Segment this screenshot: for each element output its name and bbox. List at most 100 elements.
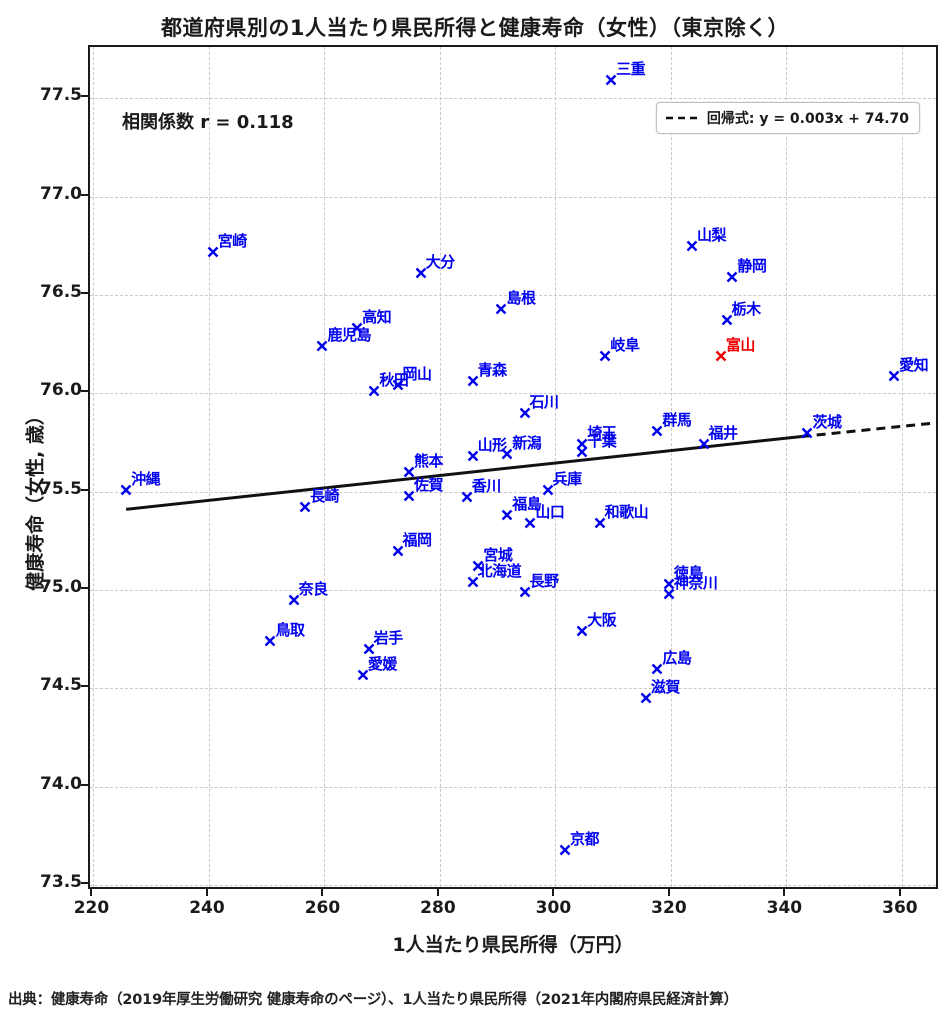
point-label-香川: 香川: [471, 477, 502, 496]
y-tick-label-77.5: 77.5: [40, 85, 82, 106]
data-point-愛知[interactable]: [888, 369, 901, 382]
x-tick-mark-240: [205, 889, 208, 896]
data-point-山梨[interactable]: [686, 239, 699, 252]
data-point-佐賀[interactable]: [403, 489, 416, 502]
y-tick-label-77: 77.0: [40, 183, 82, 204]
y-tick-label-76.5: 76.5: [40, 281, 82, 302]
gridline-x-220: [93, 47, 95, 887]
data-point-沖縄[interactable]: [120, 483, 133, 496]
correlation-annotation: 相関係数 r = 0.118: [122, 112, 294, 133]
point-label-鳥取: 鳥取: [275, 621, 305, 640]
data-point-徳島[interactable]: [662, 578, 675, 591]
point-label-岡山: 岡山: [402, 365, 433, 384]
data-point-秋田[interactable]: [368, 385, 381, 398]
data-point-熊本[interactable]: [403, 465, 416, 478]
point-label-三重: 三重: [616, 60, 646, 79]
data-point-鹿児島[interactable]: [316, 340, 329, 353]
y-axis-label: 健康寿命（女性, 歳）: [24, 406, 47, 591]
point-label-宮城: 宮城: [483, 546, 513, 565]
point-label-滋賀: 滋賀: [650, 678, 681, 697]
data-point-大阪[interactable]: [576, 625, 589, 638]
y-tick-mark-77: [81, 193, 88, 196]
regression-legend: 回帰式: y = 0.003x + 74.70: [655, 102, 920, 134]
point-label-愛知: 愛知: [899, 355, 929, 374]
data-point-奈良[interactable]: [287, 593, 300, 606]
dashed-line-icon: [665, 113, 699, 123]
point-label-長野: 長野: [529, 571, 560, 590]
data-point-長崎[interactable]: [299, 501, 312, 514]
point-label-島根: 島根: [506, 288, 536, 307]
data-point-茨城[interactable]: [801, 426, 814, 439]
data-point-山口[interactable]: [524, 517, 537, 530]
data-point-福島[interactable]: [501, 509, 514, 522]
point-label-沖縄: 沖縄: [131, 469, 161, 488]
data-point-群馬[interactable]: [651, 424, 664, 437]
data-point-福岡[interactable]: [391, 544, 404, 557]
gridline-y-75: [90, 589, 936, 591]
data-point-新潟[interactable]: [501, 448, 514, 461]
point-label-徳島: 徳島: [673, 564, 704, 583]
point-label-高知: 高知: [362, 308, 392, 327]
data-point-鳥取[interactable]: [264, 635, 277, 648]
point-label-長崎: 長崎: [310, 487, 340, 506]
data-point-宮崎[interactable]: [206, 245, 219, 258]
data-point-高知[interactable]: [351, 322, 364, 335]
y-tick-label-75: 75.0: [40, 576, 82, 597]
x-tick-mark-260: [321, 889, 324, 896]
data-point-石川[interactable]: [518, 406, 531, 419]
y-tick-label-73.5: 73.5: [40, 872, 82, 893]
data-point-兵庫[interactable]: [541, 483, 554, 496]
point-label-群馬: 群馬: [662, 410, 692, 429]
x-axis-label: 1人当たり県民所得（万円）: [392, 934, 634, 956]
gridline-y-76.5: [90, 294, 936, 296]
x-tick-mark-280: [436, 889, 439, 896]
data-point-岐阜[interactable]: [599, 349, 612, 362]
data-point-岡山[interactable]: [391, 379, 404, 392]
data-point-愛媛[interactable]: [356, 668, 369, 681]
point-label-大阪: 大阪: [587, 611, 617, 630]
data-point-香川[interactable]: [460, 491, 473, 504]
data-point-北海道[interactable]: [466, 576, 479, 589]
point-label-福岡: 福岡: [402, 530, 433, 549]
gridline-y-76: [90, 393, 936, 395]
gridline-y-73.5: [90, 885, 936, 887]
point-label-神奈川: 神奈川: [673, 573, 718, 592]
point-label-和歌山: 和歌山: [604, 503, 649, 522]
data-point-栃木[interactable]: [720, 314, 733, 327]
point-label-埼玉: 埼玉: [587, 424, 617, 443]
data-point-富山[interactable]: [714, 349, 727, 362]
data-point-滋賀[interactable]: [639, 692, 652, 705]
point-label-新潟: 新潟: [512, 434, 542, 453]
data-point-静岡[interactable]: [726, 271, 739, 284]
gridline-y-74.5: [90, 688, 936, 690]
y-tick-label-74: 74.0: [40, 773, 82, 794]
data-point-福井[interactable]: [697, 438, 710, 451]
data-point-神奈川[interactable]: [662, 587, 675, 600]
y-tick-label-74.5: 74.5: [40, 675, 82, 696]
regression-legend-label: 回帰式: y = 0.003x + 74.70: [706, 111, 909, 127]
x-tick-label-260: 260: [304, 898, 341, 918]
data-point-三重[interactable]: [605, 74, 618, 87]
data-point-長野[interactable]: [518, 585, 531, 598]
data-point-広島[interactable]: [651, 662, 664, 675]
y-tick-mark-74: [81, 783, 88, 786]
point-label-宮崎: 宮崎: [217, 231, 248, 250]
data-point-宮城[interactable]: [472, 560, 485, 573]
y-tick-mark-73.5: [81, 882, 88, 885]
data-point-岩手[interactable]: [362, 642, 375, 655]
gridline-x-240: [208, 47, 210, 887]
point-label-鹿児島: 鹿児島: [327, 326, 371, 344]
gridline-y-74: [90, 786, 936, 788]
point-label-大分: 大分: [425, 253, 456, 272]
data-point-和歌山[interactable]: [593, 517, 606, 530]
data-point-大分[interactable]: [414, 267, 427, 280]
data-point-山形[interactable]: [466, 450, 479, 463]
data-point-島根[interactable]: [495, 302, 508, 315]
data-point-京都[interactable]: [558, 843, 571, 856]
data-point-青森[interactable]: [466, 375, 479, 388]
point-label-茨城: 茨城: [812, 412, 842, 431]
data-point-千葉[interactable]: [576, 446, 589, 459]
point-label-福井: 福井: [708, 424, 739, 443]
y-tick-mark-76: [81, 390, 88, 393]
y-tick-mark-74.5: [81, 685, 88, 688]
